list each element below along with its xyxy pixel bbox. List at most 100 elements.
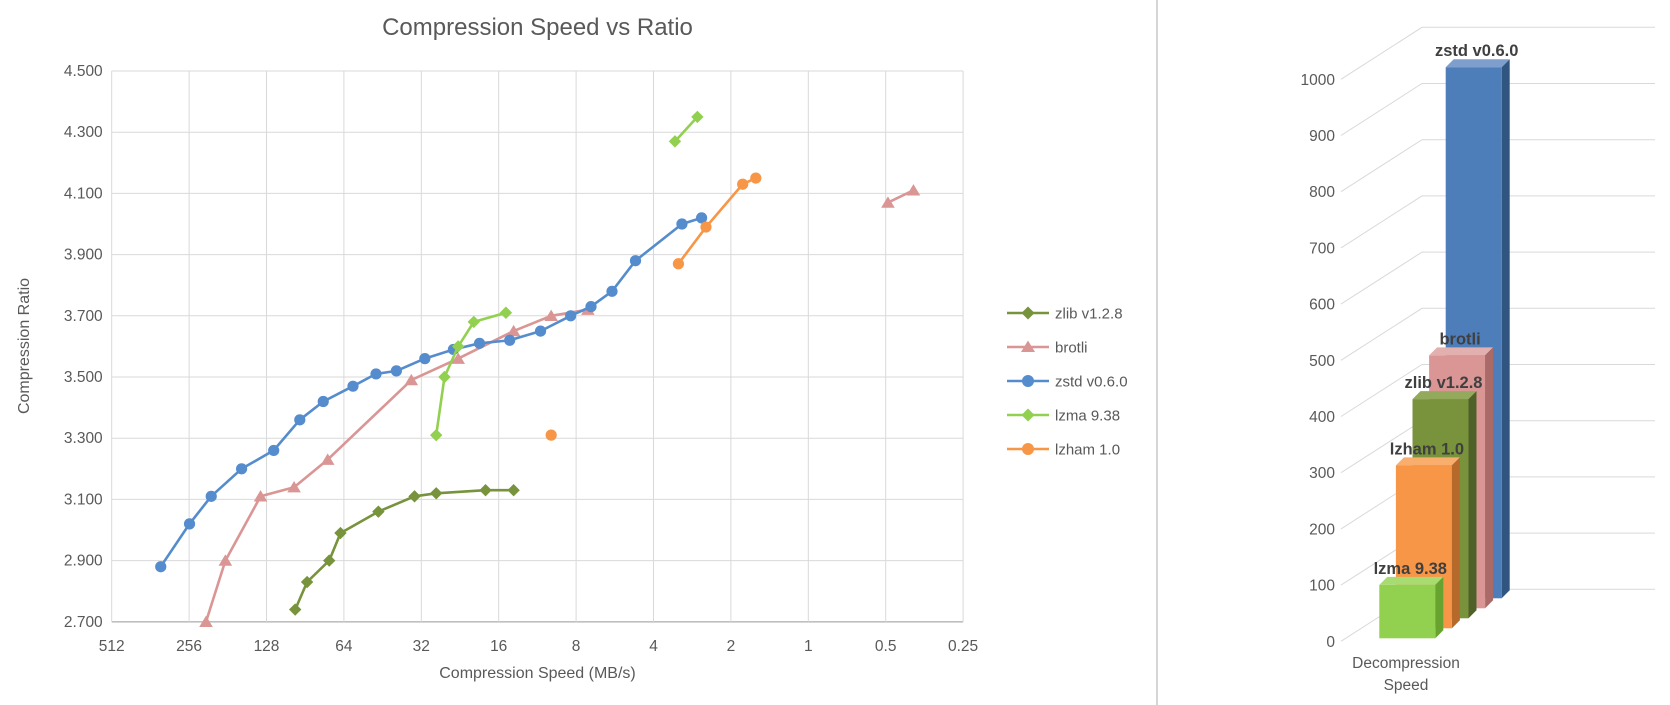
legend-label: zlib v1.2.8	[1055, 306, 1123, 323]
x-tick-label: 2	[727, 638, 736, 655]
legend-item-lzham-1.0: lzham 1.0	[1007, 442, 1120, 459]
x-tick-label: 512	[99, 638, 125, 655]
circle-marker	[545, 429, 557, 441]
circle-marker	[473, 337, 486, 349]
diamond-marker	[408, 490, 421, 503]
bar-top-face	[1379, 576, 1444, 585]
bar-category-label: Decompression	[1352, 655, 1460, 672]
y-tick-label: 3.100	[64, 491, 103, 508]
triangle-marker	[544, 309, 558, 321]
circle-icon	[1022, 443, 1034, 455]
bar-y-tick-label: 200	[1309, 521, 1335, 538]
legend-label: zstd v0.6.0	[1055, 374, 1128, 391]
bar-top-face	[1429, 347, 1494, 356]
triangle-marker	[404, 373, 419, 386]
scatter-legend: zlib v1.2.8 brotli zstd v0.6.0 lzma 9.38 lzh…	[1007, 306, 1128, 459]
bar-y-tick-label: 400	[1309, 409, 1335, 426]
triangle-marker	[199, 615, 213, 627]
circle-marker	[676, 218, 688, 230]
bar-side-face	[1468, 391, 1477, 619]
bar-gridline	[1340, 307, 1655, 361]
x-tick-label: 32	[413, 638, 430, 655]
bar-gridline	[1340, 139, 1655, 193]
diamond-marker	[372, 505, 385, 518]
series-line	[204, 308, 590, 624]
bar-top-face	[1395, 457, 1460, 466]
bar-top-face	[1445, 59, 1510, 68]
bar-front-face	[1379, 584, 1436, 639]
bar-y-tick-label: 100	[1309, 578, 1335, 595]
bar-side-face	[1485, 347, 1494, 609]
y-tick-label: 2.900	[64, 553, 103, 570]
diamond-marker	[430, 428, 443, 442]
y-tick-label: 3.300	[64, 430, 103, 447]
diamond-marker	[691, 110, 704, 124]
circle-marker	[235, 463, 248, 475]
bar-series-label: brotli	[1439, 330, 1480, 348]
x-tick-label: 16	[490, 638, 507, 655]
circle-marker	[419, 353, 431, 365]
triangle-marker	[287, 480, 301, 493]
triangle-marker	[253, 490, 268, 502]
legend-item-zstd-v0.6.0: zstd v0.6.0	[1007, 374, 1128, 391]
triangle-marker	[881, 196, 895, 208]
bar-y-tick-label: 600	[1309, 297, 1335, 314]
bars-3d	[1379, 59, 1510, 639]
diamond-marker	[300, 575, 314, 589]
x-tick-label: 4	[649, 638, 658, 655]
x-tick-label: 0.25	[948, 638, 978, 655]
circle-marker	[565, 310, 577, 322]
circle-marker	[606, 285, 618, 297]
circle-marker	[700, 221, 712, 233]
circle-icon	[1022, 375, 1034, 387]
bar-lzma-9.38	[1379, 576, 1444, 639]
y-tick-label: 4.300	[64, 124, 103, 141]
bar-series-label: zlib v1.2.8	[1405, 374, 1483, 392]
bar3d-plot-area: 0 100 200 300 400 500 600 700 800 900 1000 lzma 9.3…	[1301, 26, 1655, 694]
legend-label: lzma 9.38	[1055, 408, 1120, 425]
bar-gridline	[1340, 364, 1655, 417]
bar-series-label: zstd v0.6.0	[1435, 42, 1518, 60]
circle-marker	[585, 301, 597, 313]
panel-divider	[1156, 0, 1158, 705]
scatter-gridlines	[111, 70, 964, 623]
legend-item-brotli: brotli	[1007, 340, 1088, 357]
y-tick-label: 2.700	[64, 614, 103, 631]
x-tick-label: 8	[572, 638, 581, 655]
y-tick-label: 3.500	[64, 369, 103, 386]
circle-marker	[268, 444, 280, 457]
diamond-marker	[334, 526, 347, 540]
series-lzma-9.38	[430, 110, 704, 442]
series-lzham-1.0	[545, 172, 762, 441]
triangle-marker	[218, 554, 233, 566]
circle-marker	[205, 490, 217, 502]
series-zlib-v1.2.8	[288, 484, 520, 616]
scatter-x-axis-title: Compression Speed (MB/s)	[439, 665, 636, 682]
legend-label: brotli	[1055, 340, 1088, 357]
y-tick-label: 4.500	[64, 63, 103, 80]
diamond-marker	[507, 484, 520, 497]
x-tick-label: 64	[335, 638, 353, 655]
circle-marker	[750, 172, 762, 184]
scatter-plot-area: 4.500 4.300 4.100 3.900 3.700 3.500 3.300 3.100…	[64, 63, 978, 655]
diamond-marker	[438, 370, 451, 384]
bar-y-tick-label: 300	[1309, 465, 1335, 482]
bar-y-tick-label: 1000	[1301, 72, 1336, 89]
circle-marker	[347, 380, 359, 392]
circle-marker	[390, 365, 402, 377]
bar-side-face	[1435, 576, 1444, 639]
circle-marker	[696, 212, 708, 224]
triangle-icon	[1021, 340, 1035, 352]
circle-marker	[155, 561, 167, 573]
bar-series-label: lzma 9.38	[1374, 560, 1447, 578]
triangle-marker	[906, 184, 921, 196]
bar-gridline	[1340, 83, 1655, 136]
diamond-marker	[668, 135, 682, 148]
series-line	[159, 216, 703, 569]
legend-item-zlib-v1.2.8: zlib v1.2.8	[1007, 306, 1123, 323]
triangle-marker	[320, 453, 335, 465]
circle-marker	[504, 334, 516, 346]
y-tick-label: 3.900	[64, 247, 103, 264]
